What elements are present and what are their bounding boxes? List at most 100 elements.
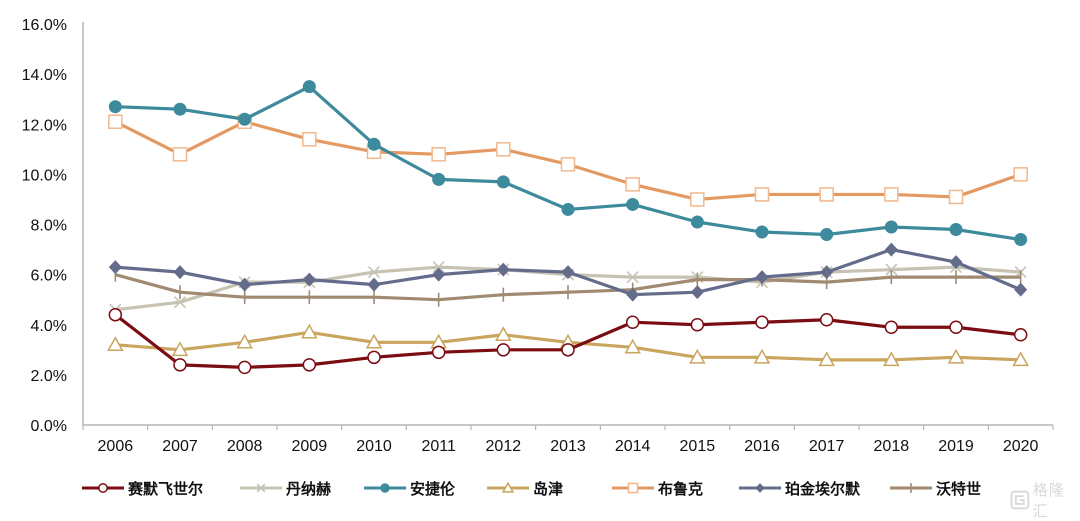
data-point bbox=[819, 312, 834, 327]
data-point bbox=[690, 318, 705, 332]
data-point bbox=[561, 202, 575, 216]
watermark-logo-icon bbox=[1010, 490, 1030, 510]
x-tick-label: 2008 bbox=[227, 438, 263, 455]
data-point bbox=[561, 265, 575, 280]
y-tick-label: 0.0% bbox=[31, 418, 67, 435]
data-point bbox=[949, 223, 963, 237]
data-point bbox=[818, 351, 835, 367]
data-point bbox=[173, 265, 187, 280]
legend-swatch-icon bbox=[487, 481, 529, 493]
x-tick-label: 2015 bbox=[680, 438, 716, 455]
watermark-text: 格隆汇 bbox=[1032, 481, 1065, 520]
x-tick-label: 2016 bbox=[744, 438, 780, 455]
x-tick-label: 2014 bbox=[615, 438, 651, 455]
data-point bbox=[107, 336, 124, 352]
legend-swatch-icon bbox=[82, 483, 124, 493]
data-point bbox=[948, 189, 964, 205]
data-point bbox=[302, 272, 316, 287]
data-point bbox=[560, 157, 576, 172]
data-point bbox=[626, 271, 639, 284]
data-point bbox=[883, 351, 900, 367]
data-point bbox=[820, 265, 834, 280]
data-point bbox=[238, 277, 252, 292]
data-point bbox=[753, 348, 771, 364]
data-point bbox=[238, 112, 252, 126]
legend: 赛默飞世尔 丹纳赫 安捷伦 岛津 布鲁克 珀金埃尔默 沃特世 bbox=[0, 474, 1080, 502]
data-point bbox=[1012, 351, 1029, 367]
legend-marker bbox=[501, 481, 515, 493]
data-point bbox=[367, 350, 381, 365]
data-point bbox=[496, 343, 511, 357]
data-point bbox=[432, 261, 445, 274]
data-point bbox=[690, 215, 704, 229]
legend-label: 沃特世 bbox=[936, 479, 982, 498]
x-tick-label: 2013 bbox=[550, 438, 586, 455]
series-5 bbox=[108, 242, 1028, 302]
legend-swatch-icon bbox=[364, 483, 406, 493]
legend-marker bbox=[256, 483, 266, 493]
data-point bbox=[432, 267, 446, 282]
legend-label: 赛默飞世尔 bbox=[128, 479, 204, 498]
data-point bbox=[367, 277, 381, 292]
data-point bbox=[884, 320, 899, 335]
data-point bbox=[367, 266, 381, 279]
y-tick-label: 16.0% bbox=[22, 17, 67, 34]
data-point bbox=[949, 320, 963, 335]
data-point bbox=[431, 345, 446, 360]
data-point bbox=[626, 197, 640, 211]
y-tick-label: 2.0% bbox=[31, 368, 67, 385]
data-point bbox=[496, 142, 511, 157]
legend-item: 丹纳赫 bbox=[238, 474, 331, 502]
y-tick-label: 8.0% bbox=[31, 218, 67, 235]
series-3 bbox=[107, 323, 1029, 367]
x-tick-label: 2012 bbox=[486, 438, 522, 455]
data-point bbox=[884, 242, 898, 257]
y-tick-label: 12.0% bbox=[22, 117, 67, 134]
data-point bbox=[173, 296, 187, 309]
x-tick-label: 2020 bbox=[1003, 438, 1039, 455]
legend-item: 沃特世 bbox=[888, 474, 981, 502]
data-point bbox=[302, 358, 317, 372]
series-2 bbox=[108, 80, 1028, 247]
legend-item: 安捷伦 bbox=[362, 474, 455, 502]
x-tick-label: 2011 bbox=[421, 438, 456, 455]
data-point bbox=[624, 338, 641, 354]
data-point bbox=[885, 263, 898, 276]
x-tick-label: 2019 bbox=[938, 438, 974, 455]
data-point bbox=[755, 315, 769, 329]
line-chart: 0.0% 2.0% 4.0% 6.0% 8.0% 10.0% 12.0% 14.0% 16.0%… bbox=[22, 17, 1054, 455]
data-point bbox=[173, 358, 187, 372]
data-point bbox=[755, 225, 769, 239]
data-point bbox=[1014, 233, 1028, 247]
legend-marker bbox=[380, 483, 390, 493]
series-4 bbox=[108, 114, 1028, 207]
data-point bbox=[1013, 328, 1028, 342]
legend-item: 布鲁克 bbox=[610, 474, 703, 502]
data-point bbox=[496, 262, 510, 277]
data-point bbox=[820, 228, 834, 242]
data-point bbox=[367, 137, 381, 151]
legend-swatch-icon bbox=[240, 483, 282, 493]
data-point bbox=[690, 285, 704, 300]
data-point bbox=[755, 270, 769, 285]
data-point bbox=[365, 333, 383, 349]
data-point bbox=[108, 260, 122, 275]
legend-label: 珀金埃尔默 bbox=[785, 479, 861, 498]
data-point bbox=[496, 175, 510, 189]
y-tick-label: 6.0% bbox=[31, 268, 67, 285]
series-0 bbox=[108, 307, 1028, 375]
legend-swatch-icon bbox=[739, 483, 781, 493]
watermark: 格隆汇 bbox=[1010, 479, 1080, 521]
legend-swatch-icon bbox=[890, 483, 932, 493]
data-point bbox=[819, 187, 834, 202]
data-point bbox=[171, 341, 189, 357]
data-point bbox=[302, 80, 316, 94]
series-lines bbox=[107, 80, 1029, 375]
data-point bbox=[431, 147, 446, 162]
x-tick-label: 2006 bbox=[98, 438, 134, 455]
x-axis: 2006 2007 2008 2009 2010 2011 2012 2013 2014 2015… bbox=[82, 424, 1054, 455]
x-tick-label: 2018 bbox=[874, 438, 910, 455]
x-tick-label: 2017 bbox=[809, 438, 845, 455]
legend-item: 赛默飞世尔 bbox=[80, 474, 203, 502]
data-point bbox=[173, 102, 187, 116]
